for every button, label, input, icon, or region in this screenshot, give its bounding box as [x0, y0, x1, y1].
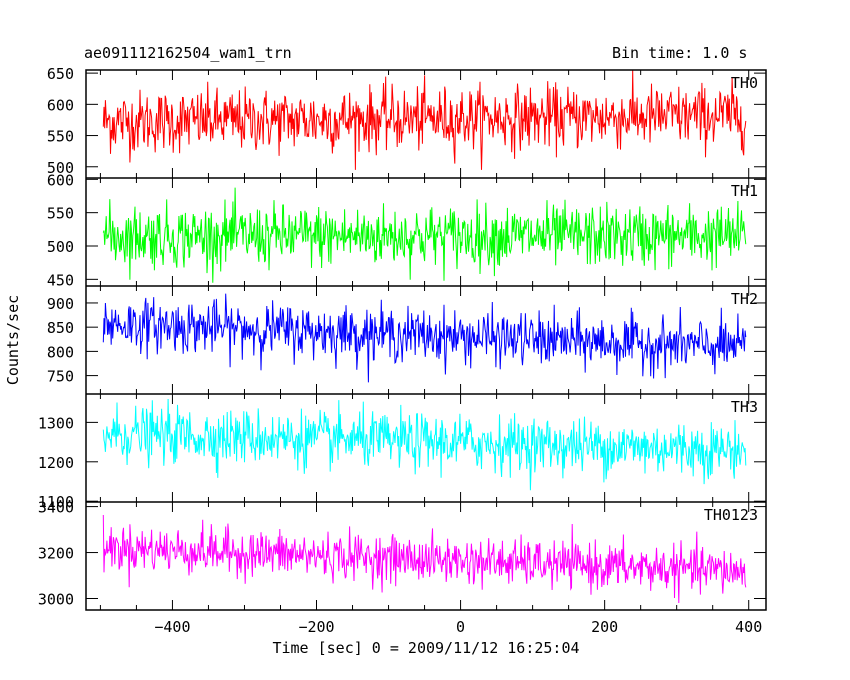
chart-title: ae091112162504_wam1_trn — [84, 44, 292, 62]
y-tick-label: 1300 — [38, 414, 74, 432]
y-tick-label: 450 — [47, 271, 74, 289]
y-tick-label: 800 — [47, 343, 74, 361]
series-line-th1 — [102, 187, 747, 283]
y-tick-label: 1200 — [38, 454, 74, 472]
y-tick-label: 850 — [47, 319, 74, 337]
y-tick-label: 650 — [47, 65, 74, 83]
y-tick-label: 600 — [47, 96, 74, 114]
series-line-th2 — [102, 293, 747, 383]
x-tick-label: −200 — [298, 618, 334, 636]
x-tick-label: 400 — [735, 618, 762, 636]
y-tick-label: 1100 — [38, 493, 74, 511]
y-tick-label: 3400 — [38, 499, 74, 517]
series-label: TH0 — [731, 74, 758, 92]
plot-frame — [85, 69, 767, 611]
x-axis-label: Time [sec] 0 = 2009/11/12 16:25:04 — [272, 639, 579, 657]
y-tick-label: 500 — [47, 238, 74, 256]
series-line-th3 — [102, 398, 747, 491]
y-tick-label: 550 — [47, 205, 74, 223]
y-tick-label: 550 — [47, 128, 74, 146]
y-tick-label: 750 — [47, 368, 74, 386]
series-label: TH2 — [731, 290, 758, 308]
series-label: TH1 — [731, 182, 758, 200]
x-tick-label: −400 — [154, 618, 190, 636]
series-label: TH0123 — [704, 506, 758, 524]
y-tick-label: 3000 — [38, 591, 74, 609]
series-label: TH3 — [731, 398, 758, 416]
y-tick-label: 3200 — [38, 545, 74, 563]
series-line-th0123 — [102, 514, 747, 604]
series-line-th0 — [102, 70, 747, 170]
x-tick-label: 0 — [456, 618, 465, 636]
y-tick-label: 600 — [47, 171, 74, 189]
x-tick-label: 200 — [591, 618, 618, 636]
bin-time-label: Bin time: 1.0 s — [612, 44, 748, 62]
y-axis-label: Counts/sec — [4, 295, 22, 385]
y-tick-label: 900 — [47, 295, 74, 313]
y-tick-label: 500 — [47, 159, 74, 177]
